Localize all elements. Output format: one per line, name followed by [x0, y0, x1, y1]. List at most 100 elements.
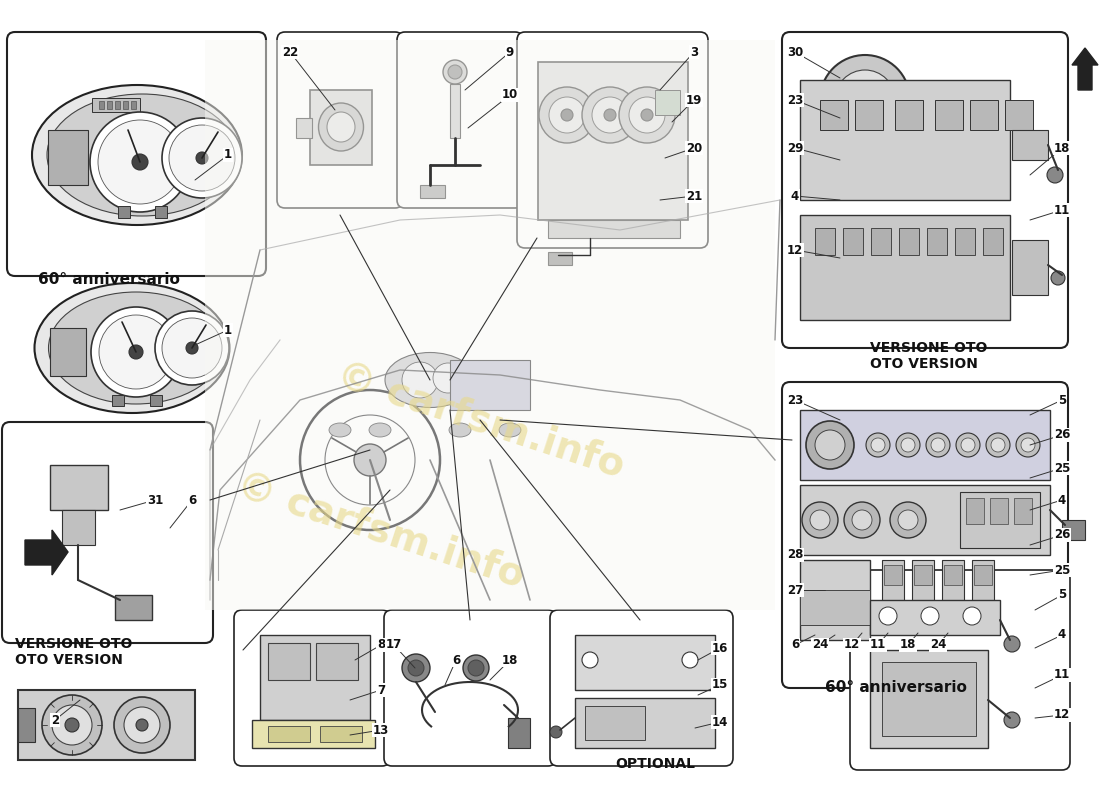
Text: 8: 8: [377, 638, 385, 651]
Circle shape: [162, 118, 242, 198]
Circle shape: [961, 438, 975, 452]
Text: 26: 26: [1054, 529, 1070, 542]
Text: 11: 11: [1054, 203, 1070, 217]
Circle shape: [65, 718, 79, 732]
Bar: [260, 635, 370, 720]
Text: 26: 26: [1054, 429, 1070, 442]
Circle shape: [196, 152, 208, 164]
Polygon shape: [25, 530, 68, 575]
Bar: [123, 101, 128, 109]
Bar: [960, 492, 1040, 548]
Circle shape: [99, 315, 173, 389]
Ellipse shape: [449, 423, 471, 437]
Bar: [990, 498, 1008, 524]
Bar: [870, 600, 1000, 635]
Circle shape: [550, 726, 562, 738]
Circle shape: [991, 438, 1005, 452]
Text: 13: 13: [373, 723, 389, 737]
Circle shape: [162, 318, 222, 378]
Circle shape: [1047, 167, 1063, 183]
Text: 10: 10: [502, 89, 518, 102]
Ellipse shape: [329, 423, 351, 437]
Ellipse shape: [48, 292, 223, 404]
FancyBboxPatch shape: [782, 32, 1068, 348]
Text: 17: 17: [386, 638, 403, 651]
Text: 16: 16: [712, 642, 728, 654]
Circle shape: [129, 345, 143, 359]
Circle shape: [852, 510, 872, 530]
Bar: [548, 220, 680, 238]
Circle shape: [402, 654, 430, 682]
Circle shape: [582, 652, 598, 668]
Bar: [942, 560, 964, 620]
Bar: [320, 726, 362, 742]
Bar: [62, 510, 95, 545]
Bar: [800, 590, 870, 625]
Circle shape: [890, 502, 926, 538]
Text: 24: 24: [812, 638, 828, 651]
Text: 28: 28: [786, 549, 803, 562]
Circle shape: [1004, 636, 1020, 652]
Text: OTO VERSION: OTO VERSION: [870, 357, 978, 371]
Text: 9: 9: [506, 46, 514, 58]
Bar: [927, 228, 947, 255]
Circle shape: [52, 705, 92, 745]
Circle shape: [549, 97, 585, 133]
Ellipse shape: [34, 283, 230, 413]
Bar: [935, 100, 962, 130]
Text: 14: 14: [712, 715, 728, 729]
Circle shape: [898, 510, 918, 530]
Text: 4: 4: [1058, 629, 1066, 642]
Circle shape: [539, 87, 595, 143]
Circle shape: [844, 502, 880, 538]
Circle shape: [124, 707, 160, 743]
Bar: [884, 565, 902, 585]
Ellipse shape: [499, 423, 521, 437]
Text: 4: 4: [1058, 494, 1066, 506]
Text: 27: 27: [786, 583, 803, 597]
Ellipse shape: [32, 85, 242, 225]
Bar: [815, 228, 835, 255]
Text: 30: 30: [786, 46, 803, 58]
Circle shape: [582, 87, 638, 143]
Text: 12: 12: [1054, 709, 1070, 722]
Bar: [99, 101, 104, 109]
Bar: [800, 485, 1050, 555]
Circle shape: [468, 660, 484, 676]
Text: 11: 11: [870, 638, 887, 651]
Text: 18: 18: [502, 654, 518, 666]
Bar: [450, 360, 530, 410]
Bar: [800, 215, 1010, 320]
Text: 15: 15: [712, 678, 728, 691]
Circle shape: [855, 90, 875, 110]
Bar: [316, 643, 358, 680]
Text: 12: 12: [844, 638, 860, 651]
Bar: [654, 90, 680, 115]
FancyBboxPatch shape: [7, 32, 266, 276]
Text: © carfsm.info: © carfsm.info: [331, 355, 629, 485]
FancyBboxPatch shape: [782, 382, 1068, 688]
Ellipse shape: [385, 353, 475, 407]
Text: 60° anniversario: 60° anniversario: [39, 272, 180, 287]
Bar: [508, 718, 530, 748]
Bar: [268, 726, 310, 742]
Circle shape: [802, 502, 838, 538]
Text: 19: 19: [685, 94, 702, 106]
Circle shape: [1016, 433, 1040, 457]
Circle shape: [921, 607, 939, 625]
Circle shape: [1004, 712, 1020, 728]
Polygon shape: [1072, 48, 1098, 90]
Bar: [268, 643, 310, 680]
Bar: [800, 410, 1050, 480]
Bar: [882, 560, 904, 620]
Circle shape: [871, 438, 886, 452]
FancyBboxPatch shape: [517, 32, 708, 248]
Text: 22: 22: [282, 46, 298, 58]
Bar: [18, 708, 35, 742]
Circle shape: [901, 438, 915, 452]
Circle shape: [433, 363, 463, 393]
Text: 5: 5: [1058, 394, 1066, 406]
Circle shape: [835, 70, 895, 130]
Bar: [92, 98, 140, 112]
Bar: [870, 650, 988, 748]
